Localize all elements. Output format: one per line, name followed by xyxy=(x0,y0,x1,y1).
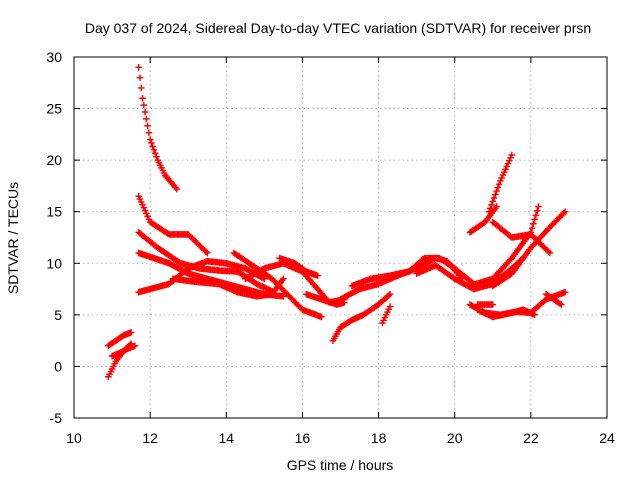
data-point xyxy=(145,129,153,136)
data-point xyxy=(493,187,500,195)
data-point xyxy=(151,149,159,157)
y-axis-label: SDTVAR / TECUs xyxy=(5,182,21,294)
data-points xyxy=(104,64,569,381)
series-s23 xyxy=(466,203,542,290)
x-axis: 10 12 14 16 18 20 22 24 xyxy=(66,57,615,446)
data-point xyxy=(530,220,537,228)
data-point xyxy=(172,184,179,191)
x-tick-label: 14 xyxy=(218,430,234,446)
plot-frame xyxy=(73,56,608,419)
data-point xyxy=(489,301,497,308)
data-point xyxy=(153,153,160,161)
y-tick-label: 25 xyxy=(46,101,62,117)
series-s25 xyxy=(474,306,538,321)
data-point xyxy=(495,180,503,188)
data-point xyxy=(489,198,497,205)
data-point xyxy=(493,203,500,210)
series-s14 xyxy=(329,290,394,344)
series-s17 xyxy=(379,303,394,327)
data-point xyxy=(150,146,158,154)
series-s13 xyxy=(302,290,348,308)
data-point xyxy=(561,288,569,296)
data-point xyxy=(135,64,143,71)
data-point xyxy=(139,94,146,102)
data-point xyxy=(144,122,151,130)
series-s9 xyxy=(230,249,325,321)
data-point xyxy=(141,108,149,116)
series-s26 xyxy=(474,301,497,308)
data-point xyxy=(386,290,394,298)
x-tick-label: 20 xyxy=(447,430,463,446)
y-tick-label: 30 xyxy=(46,49,62,65)
data-point xyxy=(486,204,494,212)
series-s27 xyxy=(542,290,565,308)
data-point xyxy=(532,211,540,219)
series-s4 xyxy=(135,64,181,193)
x-tick-label: 16 xyxy=(295,430,311,446)
series-s10 xyxy=(169,275,287,300)
series-s2 xyxy=(104,329,135,350)
data-point xyxy=(561,208,569,216)
y-tick-label: -5 xyxy=(50,410,63,426)
data-point xyxy=(127,329,135,336)
data-point xyxy=(485,208,493,216)
data-point xyxy=(318,313,325,321)
data-point xyxy=(146,136,154,143)
data-point xyxy=(385,292,393,299)
data-point xyxy=(148,139,155,147)
y-tick-label: 0 xyxy=(54,358,62,374)
data-point xyxy=(546,249,554,257)
x-tick-label: 22 xyxy=(523,430,539,446)
data-point xyxy=(527,229,535,236)
series-s12 xyxy=(276,254,321,279)
y-axis: -5 0 5 10 15 20 25 30 xyxy=(46,49,607,426)
data-point xyxy=(531,216,538,223)
data-point xyxy=(545,248,552,255)
x-tick-label: 10 xyxy=(66,430,82,446)
series-s3 xyxy=(108,342,139,360)
data-point xyxy=(386,303,394,310)
chart-title: Day 037 of 2024, Sidereal Day-to-day VTE… xyxy=(85,20,591,36)
data-point xyxy=(140,101,148,109)
data-point xyxy=(508,151,516,159)
x-axis-label: GPS time / hours xyxy=(287,457,394,473)
series-s19 xyxy=(466,203,500,236)
x-tick-label: 12 xyxy=(142,430,158,446)
data-point xyxy=(137,84,145,92)
data-point xyxy=(143,115,150,123)
data-point xyxy=(280,275,287,283)
data-point xyxy=(202,248,210,255)
data-point xyxy=(507,256,514,263)
data-point xyxy=(560,209,568,217)
data-point xyxy=(173,185,181,193)
data-point xyxy=(131,342,139,350)
series-s22 xyxy=(489,208,569,290)
data-point xyxy=(492,191,499,198)
series-s5 xyxy=(135,192,211,257)
data-point xyxy=(528,224,536,232)
y-tick-label: 10 xyxy=(46,255,62,271)
data-point xyxy=(494,184,502,191)
data-point xyxy=(490,194,498,202)
data-point xyxy=(556,300,564,307)
y-tick-label: 15 xyxy=(46,204,62,220)
data-point xyxy=(533,207,541,215)
x-tick-label: 18 xyxy=(371,430,387,446)
x-tick-label: 24 xyxy=(599,430,615,446)
data-point xyxy=(149,143,156,150)
data-point xyxy=(535,203,542,210)
data-point xyxy=(488,201,495,209)
data-point xyxy=(203,249,211,257)
data-point xyxy=(558,301,565,308)
data-point xyxy=(314,272,321,279)
y-tick-label: 5 xyxy=(54,307,62,323)
y-tick-label: 20 xyxy=(46,152,62,168)
data-point xyxy=(136,74,144,81)
series-s20 xyxy=(485,151,516,216)
data-point xyxy=(531,311,538,319)
